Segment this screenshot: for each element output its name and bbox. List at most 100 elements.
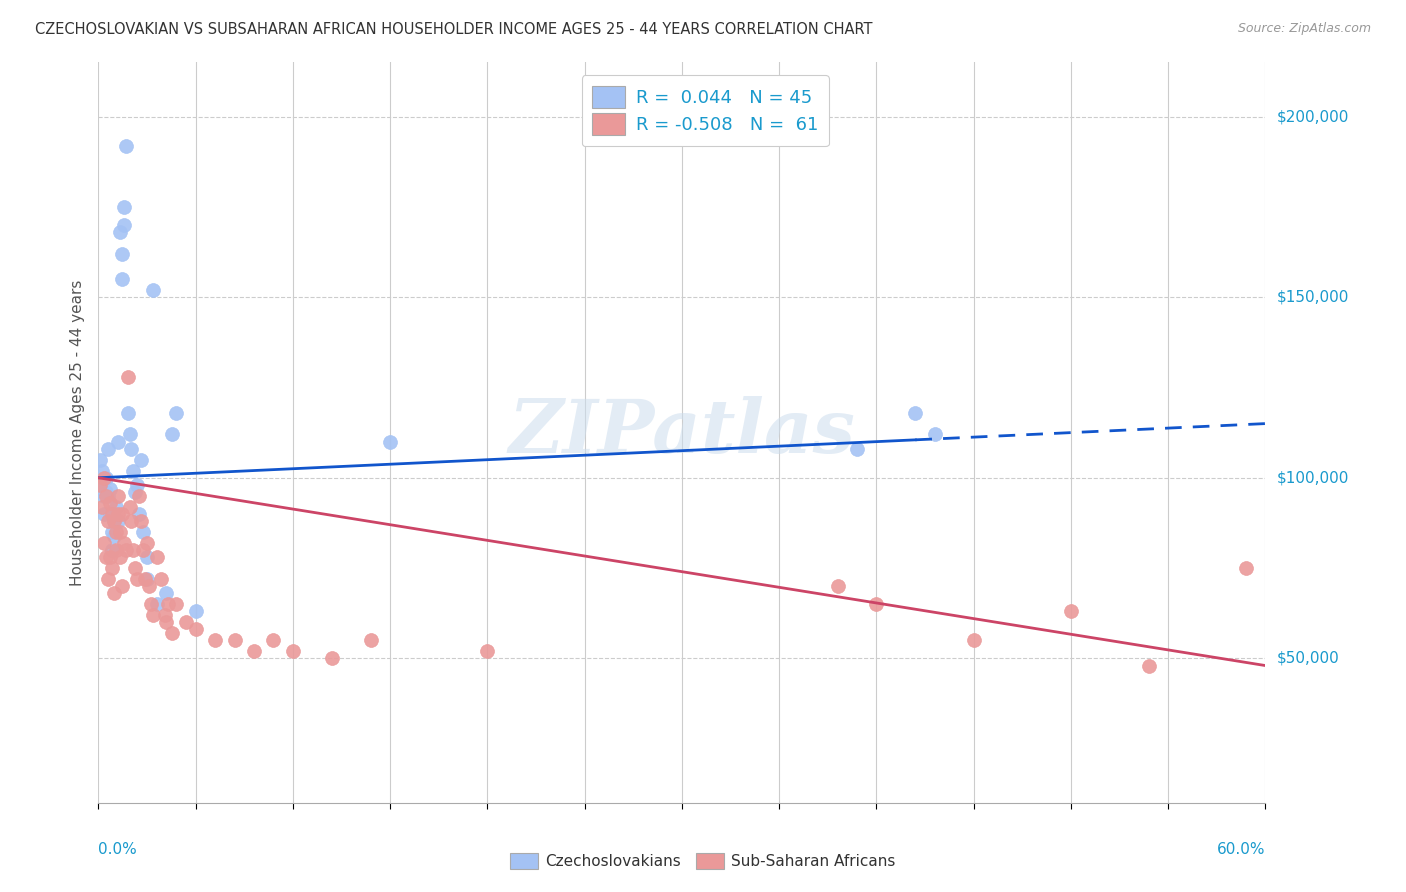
Point bbox=[111, 247, 134, 261]
Point bbox=[846, 442, 869, 456]
Point bbox=[128, 489, 150, 503]
Point bbox=[114, 543, 136, 558]
Point bbox=[93, 535, 115, 549]
Point bbox=[124, 485, 146, 500]
Point bbox=[117, 406, 139, 420]
Point bbox=[96, 485, 118, 500]
Point bbox=[103, 514, 125, 528]
Point bbox=[129, 514, 152, 528]
Point bbox=[155, 586, 177, 600]
Point bbox=[111, 579, 134, 593]
Point bbox=[127, 572, 149, 586]
Point bbox=[477, 644, 499, 658]
Point bbox=[98, 496, 121, 510]
Point bbox=[136, 550, 159, 565]
Point bbox=[157, 597, 180, 611]
Point bbox=[114, 138, 136, 153]
Point bbox=[91, 464, 114, 478]
Point bbox=[146, 550, 169, 565]
Legend: Czechoslovakians, Sub-Saharan Africans: Czechoslovakians, Sub-Saharan Africans bbox=[503, 847, 903, 875]
Point bbox=[121, 442, 143, 456]
Point bbox=[136, 572, 159, 586]
Point bbox=[1060, 604, 1083, 618]
Point bbox=[89, 452, 111, 467]
Text: CZECHOSLOVAKIAN VS SUBSAHARAN AFRICAN HOUSEHOLDER INCOME AGES 25 - 44 YEARS CORR: CZECHOSLOVAKIAN VS SUBSAHARAN AFRICAN HO… bbox=[35, 22, 873, 37]
Point bbox=[101, 543, 124, 558]
Text: $200,000: $200,000 bbox=[1277, 109, 1348, 124]
Point bbox=[132, 524, 155, 539]
Point bbox=[112, 535, 135, 549]
Point bbox=[1137, 658, 1160, 673]
Point bbox=[103, 514, 125, 528]
Point bbox=[122, 464, 145, 478]
Point bbox=[204, 633, 226, 648]
Point bbox=[128, 507, 150, 521]
Point bbox=[96, 489, 118, 503]
Text: 0.0%: 0.0% bbox=[98, 842, 138, 856]
Point bbox=[117, 369, 139, 384]
Point bbox=[162, 427, 184, 442]
Point bbox=[127, 478, 149, 492]
Point bbox=[103, 586, 125, 600]
Point bbox=[97, 514, 120, 528]
Point bbox=[142, 607, 165, 622]
Point bbox=[142, 283, 165, 297]
Point bbox=[104, 524, 127, 539]
Point bbox=[107, 507, 129, 521]
Point bbox=[121, 514, 143, 528]
Point bbox=[118, 500, 141, 514]
Point bbox=[98, 550, 121, 565]
Point bbox=[262, 633, 284, 648]
Point bbox=[146, 597, 169, 611]
Legend: R =  0.044   N = 45, R = -0.508   N =  61: R = 0.044 N = 45, R = -0.508 N = 61 bbox=[582, 75, 830, 146]
Point bbox=[153, 607, 176, 622]
Point bbox=[107, 489, 129, 503]
Point bbox=[107, 434, 129, 449]
Y-axis label: Householder Income Ages 25 - 44 years: Householder Income Ages 25 - 44 years bbox=[69, 279, 84, 586]
Point bbox=[91, 500, 114, 514]
Point bbox=[124, 561, 146, 575]
Point bbox=[165, 597, 187, 611]
Point bbox=[112, 200, 135, 214]
Point bbox=[904, 406, 927, 420]
Point bbox=[155, 615, 177, 630]
Point bbox=[97, 489, 120, 503]
Point bbox=[112, 218, 135, 232]
Point bbox=[91, 478, 114, 492]
Point bbox=[97, 442, 120, 456]
Point bbox=[93, 471, 115, 485]
Point bbox=[865, 597, 887, 611]
Point bbox=[104, 500, 127, 514]
Point bbox=[174, 615, 197, 630]
Point bbox=[118, 427, 141, 442]
Text: ZIPatlas: ZIPatlas bbox=[509, 396, 855, 469]
Point bbox=[96, 471, 118, 485]
Point bbox=[89, 478, 111, 492]
Point bbox=[184, 623, 207, 637]
Point bbox=[101, 561, 124, 575]
Point bbox=[108, 524, 131, 539]
Point bbox=[96, 550, 118, 565]
Point bbox=[134, 572, 156, 586]
Point bbox=[108, 225, 131, 239]
Point bbox=[93, 489, 115, 503]
Point bbox=[103, 528, 125, 542]
Point bbox=[111, 507, 134, 521]
Text: $50,000: $50,000 bbox=[1277, 651, 1340, 665]
Text: 60.0%: 60.0% bbox=[1218, 842, 1265, 856]
Point bbox=[97, 572, 120, 586]
Point bbox=[1234, 561, 1257, 575]
Text: Source: ZipAtlas.com: Source: ZipAtlas.com bbox=[1237, 22, 1371, 36]
Point bbox=[108, 550, 131, 565]
Point bbox=[111, 272, 134, 286]
Point bbox=[162, 626, 184, 640]
Point bbox=[360, 633, 382, 648]
Point bbox=[104, 543, 127, 558]
Point bbox=[132, 543, 155, 558]
Point bbox=[827, 579, 849, 593]
Point bbox=[107, 514, 129, 528]
Point bbox=[243, 644, 266, 658]
Point bbox=[139, 597, 162, 611]
Text: $150,000: $150,000 bbox=[1277, 290, 1348, 305]
Point bbox=[165, 406, 187, 420]
